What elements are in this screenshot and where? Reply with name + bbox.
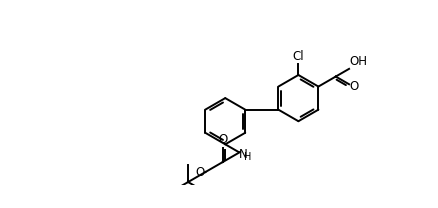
Text: Cl: Cl — [293, 50, 304, 63]
Text: H: H — [244, 152, 252, 162]
Text: O: O — [350, 80, 359, 93]
Text: O: O — [218, 133, 227, 146]
Text: OH: OH — [350, 55, 368, 68]
Text: N: N — [239, 148, 248, 161]
Text: O: O — [195, 166, 205, 179]
